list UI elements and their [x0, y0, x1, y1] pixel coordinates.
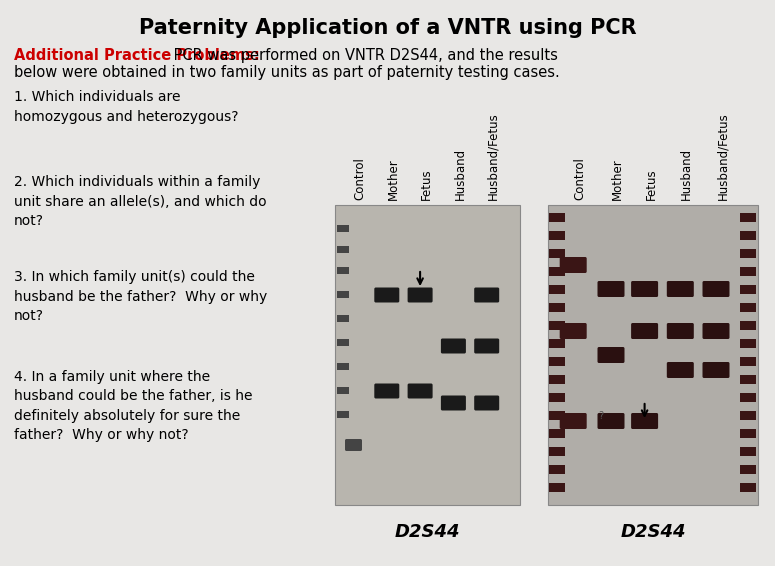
Text: 1. Which individuals are
homozygous and heterozygous?: 1. Which individuals are homozygous and …	[14, 90, 239, 123]
FancyBboxPatch shape	[740, 321, 756, 330]
FancyBboxPatch shape	[740, 411, 756, 420]
Text: Husband: Husband	[680, 148, 694, 200]
FancyBboxPatch shape	[666, 362, 694, 378]
FancyBboxPatch shape	[549, 339, 565, 348]
FancyBboxPatch shape	[740, 465, 756, 474]
FancyBboxPatch shape	[549, 267, 565, 276]
FancyBboxPatch shape	[666, 281, 694, 297]
FancyBboxPatch shape	[740, 357, 756, 366]
Text: Control: Control	[574, 157, 586, 200]
FancyBboxPatch shape	[549, 357, 565, 366]
FancyBboxPatch shape	[337, 267, 349, 274]
Text: Mother: Mother	[387, 158, 400, 200]
FancyBboxPatch shape	[740, 249, 756, 258]
FancyBboxPatch shape	[337, 291, 349, 298]
FancyBboxPatch shape	[374, 384, 399, 398]
FancyBboxPatch shape	[740, 393, 756, 402]
FancyBboxPatch shape	[740, 303, 756, 312]
Text: 2. Which individuals within a family
unit share an allele(s), and which do
not?: 2. Which individuals within a family uni…	[14, 175, 267, 228]
FancyBboxPatch shape	[549, 411, 565, 420]
FancyBboxPatch shape	[631, 413, 658, 429]
FancyBboxPatch shape	[345, 439, 362, 451]
Text: Fetus: Fetus	[645, 168, 658, 200]
FancyBboxPatch shape	[560, 323, 587, 339]
FancyBboxPatch shape	[740, 285, 756, 294]
FancyBboxPatch shape	[740, 267, 756, 276]
FancyBboxPatch shape	[549, 393, 565, 402]
Text: D2S44: D2S44	[394, 523, 460, 541]
Text: Mother: Mother	[611, 158, 624, 200]
FancyBboxPatch shape	[549, 375, 565, 384]
FancyBboxPatch shape	[740, 375, 756, 384]
FancyBboxPatch shape	[549, 465, 565, 474]
FancyBboxPatch shape	[549, 231, 565, 240]
Text: 3. In which family unit(s) could the
husband be the father?  Why or why
not?: 3. In which family unit(s) could the hus…	[14, 270, 267, 323]
FancyBboxPatch shape	[740, 447, 756, 456]
FancyBboxPatch shape	[740, 429, 756, 438]
FancyBboxPatch shape	[374, 288, 399, 302]
Text: Husband/Fetus: Husband/Fetus	[716, 112, 729, 200]
FancyBboxPatch shape	[549, 483, 565, 492]
FancyBboxPatch shape	[337, 339, 349, 346]
Text: ?: ?	[598, 411, 604, 421]
FancyBboxPatch shape	[474, 396, 499, 410]
FancyBboxPatch shape	[441, 338, 466, 354]
FancyBboxPatch shape	[560, 257, 587, 273]
FancyBboxPatch shape	[702, 281, 729, 297]
FancyBboxPatch shape	[598, 281, 625, 297]
Text: 4. In a family unit where the
husband could be the father, is he
definitely abso: 4. In a family unit where the husband co…	[14, 370, 253, 443]
FancyBboxPatch shape	[598, 413, 625, 429]
FancyBboxPatch shape	[598, 347, 625, 363]
FancyBboxPatch shape	[549, 303, 565, 312]
Text: Control: Control	[353, 157, 367, 200]
FancyBboxPatch shape	[337, 411, 349, 418]
FancyBboxPatch shape	[740, 483, 756, 492]
FancyBboxPatch shape	[337, 315, 349, 322]
FancyBboxPatch shape	[549, 213, 565, 222]
FancyBboxPatch shape	[441, 396, 466, 410]
FancyBboxPatch shape	[631, 323, 658, 339]
FancyBboxPatch shape	[408, 288, 432, 302]
FancyBboxPatch shape	[408, 384, 432, 398]
FancyBboxPatch shape	[337, 387, 349, 394]
Text: Husband: Husband	[453, 148, 467, 200]
FancyBboxPatch shape	[474, 288, 499, 302]
FancyBboxPatch shape	[548, 205, 758, 505]
FancyBboxPatch shape	[474, 338, 499, 354]
Text: Fetus: Fetus	[420, 168, 433, 200]
FancyBboxPatch shape	[549, 249, 565, 258]
FancyBboxPatch shape	[702, 323, 729, 339]
Text: D2S44: D2S44	[620, 523, 686, 541]
FancyBboxPatch shape	[702, 362, 729, 378]
FancyBboxPatch shape	[549, 429, 565, 438]
FancyBboxPatch shape	[740, 213, 756, 222]
Text: Paternity Application of a VNTR using PCR: Paternity Application of a VNTR using PC…	[139, 18, 636, 38]
FancyBboxPatch shape	[560, 413, 587, 429]
FancyBboxPatch shape	[337, 363, 349, 370]
FancyBboxPatch shape	[549, 447, 565, 456]
FancyBboxPatch shape	[337, 225, 349, 232]
FancyBboxPatch shape	[631, 281, 658, 297]
FancyBboxPatch shape	[666, 323, 694, 339]
FancyBboxPatch shape	[740, 339, 756, 348]
FancyBboxPatch shape	[335, 205, 520, 505]
FancyBboxPatch shape	[549, 285, 565, 294]
Text: Husband/Fetus: Husband/Fetus	[487, 112, 500, 200]
FancyBboxPatch shape	[337, 246, 349, 253]
Text: below were obtained in two family units as part of paternity testing cases.: below were obtained in two family units …	[14, 65, 560, 80]
FancyBboxPatch shape	[740, 231, 756, 240]
Text: PCR was performed on VNTR D2S44, and the results: PCR was performed on VNTR D2S44, and the…	[169, 48, 558, 63]
FancyBboxPatch shape	[549, 321, 565, 330]
Text: Additional Practice Problems:: Additional Practice Problems:	[14, 48, 260, 63]
